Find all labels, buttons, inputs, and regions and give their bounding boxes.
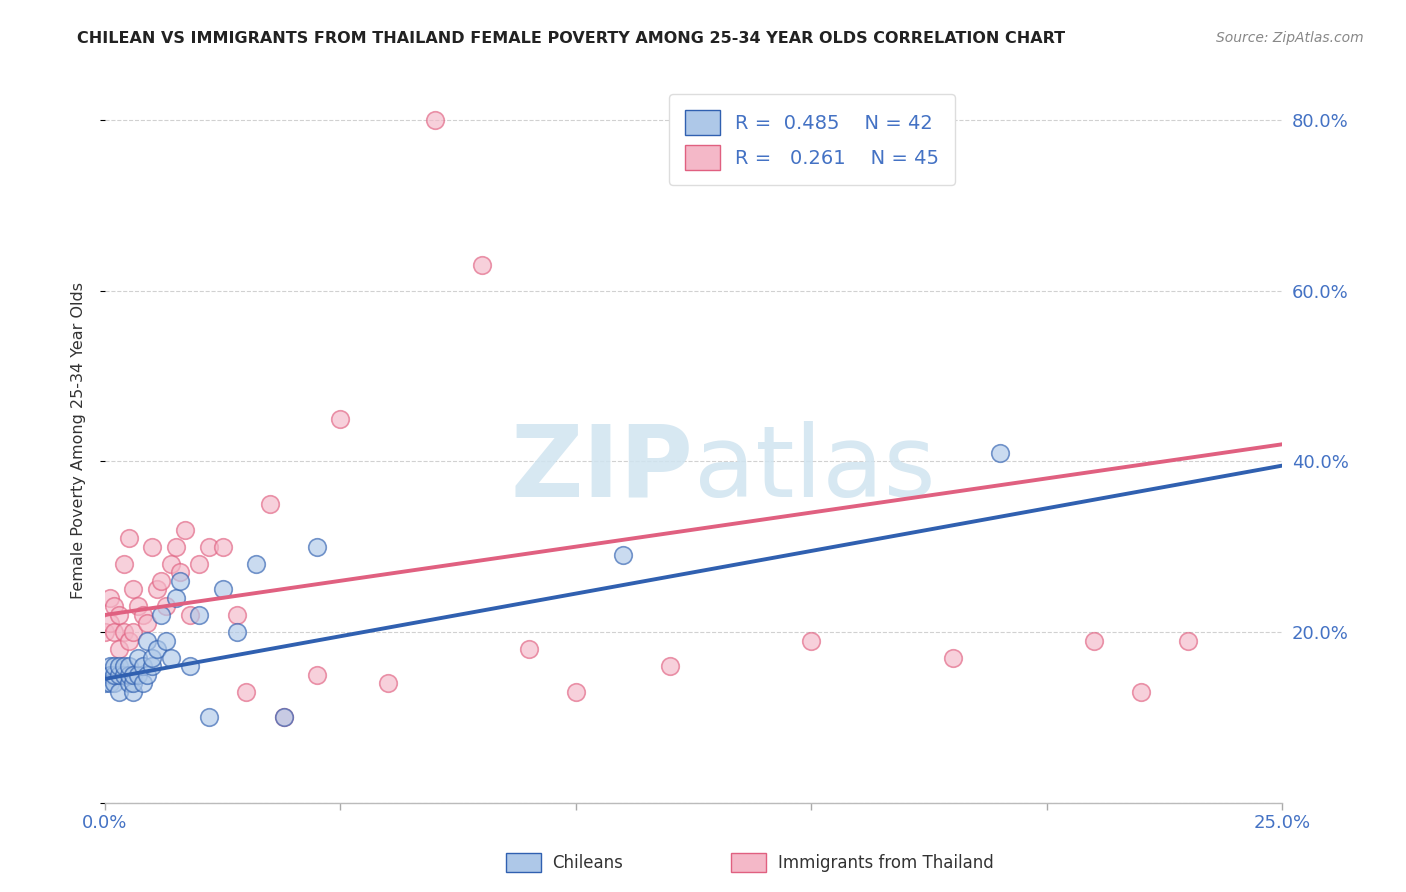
Point bbox=[225, 607, 247, 622]
Point bbox=[122, 624, 145, 639]
Point bbox=[155, 633, 177, 648]
Legend: R =  0.485    N = 42, R =   0.261    N = 45: R = 0.485 N = 42, R = 0.261 N = 45 bbox=[669, 95, 955, 186]
Point bbox=[146, 642, 169, 657]
Point bbox=[112, 557, 135, 571]
Point bbox=[942, 650, 965, 665]
Point bbox=[179, 607, 201, 622]
Point bbox=[165, 540, 187, 554]
Point bbox=[94, 676, 117, 690]
Point bbox=[136, 667, 159, 681]
Point bbox=[98, 659, 121, 673]
Point bbox=[305, 667, 328, 681]
Point bbox=[188, 607, 211, 622]
Point bbox=[988, 446, 1011, 460]
Point bbox=[259, 497, 281, 511]
Point bbox=[103, 659, 125, 673]
Point bbox=[146, 582, 169, 597]
Point bbox=[211, 540, 233, 554]
Point bbox=[273, 710, 295, 724]
Point bbox=[117, 667, 139, 681]
Point bbox=[103, 676, 125, 690]
Point bbox=[122, 684, 145, 698]
Point bbox=[1129, 684, 1152, 698]
Point bbox=[377, 676, 399, 690]
Point bbox=[131, 676, 153, 690]
Text: CHILEAN VS IMMIGRANTS FROM THAILAND FEMALE POVERTY AMONG 25-34 YEAR OLDS CORRELA: CHILEAN VS IMMIGRANTS FROM THAILAND FEMA… bbox=[77, 31, 1066, 46]
Point bbox=[122, 667, 145, 681]
Point bbox=[155, 599, 177, 614]
Point bbox=[141, 659, 163, 673]
Point bbox=[188, 557, 211, 571]
Point bbox=[165, 591, 187, 605]
Point bbox=[131, 659, 153, 673]
Point bbox=[108, 684, 131, 698]
Point bbox=[136, 633, 159, 648]
Text: Source: ZipAtlas.com: Source: ZipAtlas.com bbox=[1216, 31, 1364, 45]
Point bbox=[150, 607, 173, 622]
Point bbox=[98, 667, 121, 681]
Point bbox=[225, 624, 247, 639]
Point bbox=[98, 676, 121, 690]
Point bbox=[98, 591, 121, 605]
Point bbox=[1177, 633, 1199, 648]
Point bbox=[131, 607, 153, 622]
Point bbox=[108, 659, 131, 673]
Point bbox=[122, 676, 145, 690]
Text: atlas: atlas bbox=[693, 420, 935, 517]
Text: Immigrants from Thailand: Immigrants from Thailand bbox=[778, 854, 993, 871]
Point bbox=[197, 710, 219, 724]
Point bbox=[169, 574, 191, 588]
Point bbox=[117, 633, 139, 648]
Point bbox=[127, 650, 149, 665]
Text: ZIP: ZIP bbox=[510, 420, 693, 517]
Point bbox=[103, 667, 125, 681]
Point bbox=[179, 659, 201, 673]
Point bbox=[141, 540, 163, 554]
Point bbox=[141, 650, 163, 665]
Point bbox=[245, 557, 267, 571]
Point bbox=[169, 566, 191, 580]
Point bbox=[211, 582, 233, 597]
Point bbox=[117, 659, 139, 673]
Point bbox=[517, 642, 540, 657]
Point bbox=[235, 684, 257, 698]
Point bbox=[108, 607, 131, 622]
Point bbox=[800, 633, 823, 648]
Text: Chileans: Chileans bbox=[553, 854, 623, 871]
Point bbox=[329, 411, 352, 425]
Point bbox=[423, 113, 446, 128]
Point bbox=[150, 574, 173, 588]
Point bbox=[108, 642, 131, 657]
Point bbox=[136, 616, 159, 631]
Point bbox=[305, 540, 328, 554]
Point bbox=[112, 624, 135, 639]
Point bbox=[565, 684, 588, 698]
Point bbox=[160, 557, 183, 571]
Point bbox=[112, 659, 135, 673]
Point bbox=[127, 599, 149, 614]
Point bbox=[160, 650, 183, 665]
Point bbox=[117, 531, 139, 545]
Point bbox=[612, 548, 634, 562]
Point bbox=[103, 599, 125, 614]
Point bbox=[1083, 633, 1105, 648]
Point bbox=[112, 667, 135, 681]
Point bbox=[103, 624, 125, 639]
Point bbox=[108, 667, 131, 681]
Point bbox=[127, 667, 149, 681]
Point bbox=[117, 676, 139, 690]
Point bbox=[471, 258, 494, 272]
Point bbox=[659, 659, 682, 673]
Y-axis label: Female Poverty Among 25-34 Year Olds: Female Poverty Among 25-34 Year Olds bbox=[72, 282, 86, 599]
Point bbox=[122, 582, 145, 597]
Point bbox=[273, 710, 295, 724]
Point bbox=[174, 523, 197, 537]
Point bbox=[197, 540, 219, 554]
Point bbox=[94, 624, 117, 639]
Point bbox=[98, 616, 121, 631]
